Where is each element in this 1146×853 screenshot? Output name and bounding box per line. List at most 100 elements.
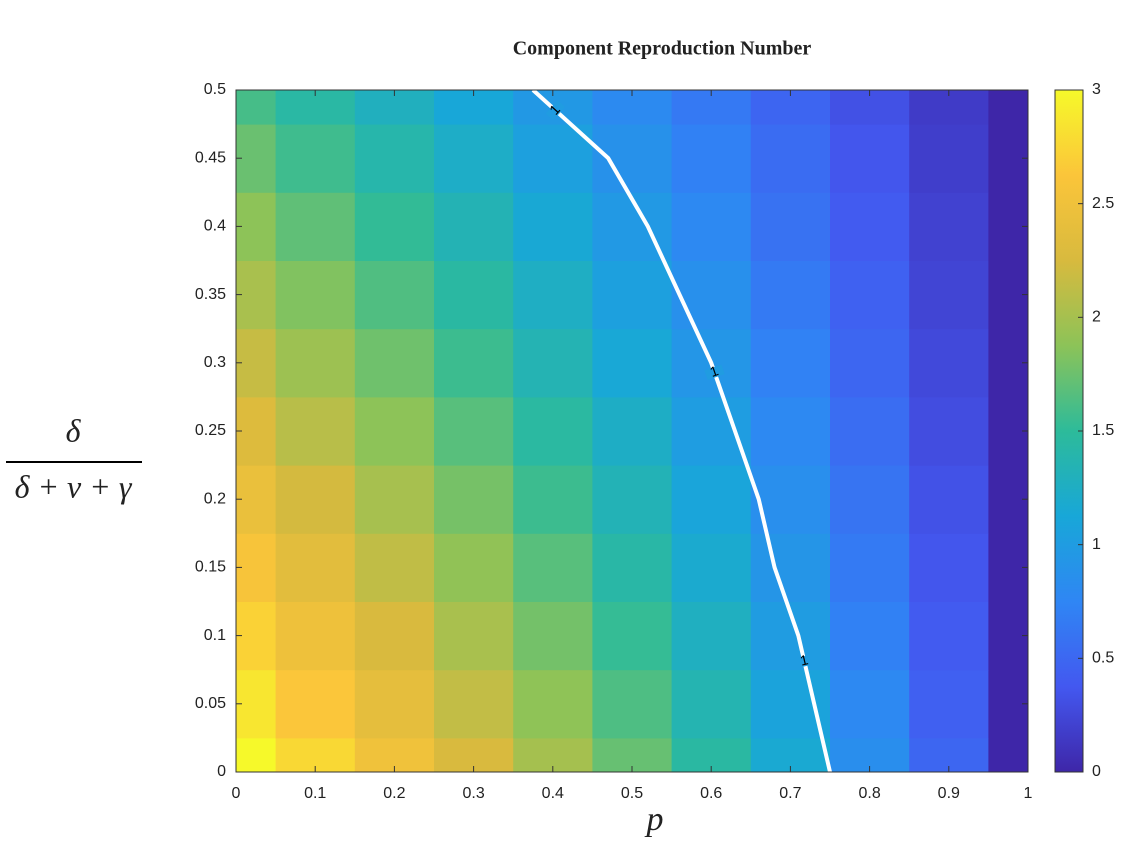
heatmap-cell <box>830 465 910 534</box>
heatmap-cell <box>830 669 910 739</box>
heatmap-cell <box>750 669 831 739</box>
x-tick-label: 0 <box>232 785 241 802</box>
heatmap-cell <box>592 533 673 602</box>
heatmap-cell <box>592 260 673 330</box>
colorbar-tick-label: 1 <box>1092 536 1101 553</box>
heatmap-cell <box>275 260 356 330</box>
heatmap-cell <box>434 465 514 534</box>
heatmap-cell <box>354 260 435 330</box>
y-tick-label: 0.35 <box>195 286 226 303</box>
y-tick-label: 0.25 <box>195 422 226 439</box>
y-tick-label: 0.15 <box>195 559 226 576</box>
heatmap-cell <box>750 192 831 261</box>
colorbar-tick-label: 3 <box>1092 81 1101 98</box>
heatmap-cell <box>988 533 1028 602</box>
heatmap-cell <box>275 601 356 671</box>
heatmap-cell <box>671 601 752 671</box>
y-tick-label: 0.2 <box>204 490 226 507</box>
colorbar-tick-label: 0.5 <box>1092 650 1114 667</box>
heatmap-cell <box>671 396 752 466</box>
contour-label-gap <box>545 100 566 121</box>
heatmap-cell <box>236 260 277 330</box>
heatmap-cell <box>671 465 752 534</box>
x-tick-label: 0.7 <box>779 785 801 802</box>
heatmap-cell <box>236 396 277 466</box>
heatmap-cell <box>988 396 1028 466</box>
heatmap-cell <box>236 737 277 772</box>
x-tick-label: 0.3 <box>462 785 484 802</box>
heatmap-cell <box>354 669 435 739</box>
heatmap-cell <box>354 533 435 602</box>
heatmap-cell <box>434 260 514 330</box>
heatmap-cell <box>434 601 514 671</box>
x-tick-label: 0.2 <box>383 785 405 802</box>
heatmap-cell <box>513 533 593 602</box>
heatmap-cell <box>354 601 435 671</box>
heatmap-cell <box>434 396 514 466</box>
heatmap-cell <box>236 124 277 193</box>
contour-label-gap <box>704 364 725 380</box>
y-tick-label: 0.5 <box>204 81 226 98</box>
heatmap-cell <box>988 737 1028 772</box>
x-tick-label: 0.5 <box>621 785 643 802</box>
heatmap-cell <box>988 192 1028 261</box>
heatmap-cell <box>236 192 277 261</box>
x-tick-label: 0.9 <box>938 785 960 802</box>
heatmap-cell <box>750 124 831 193</box>
heatmap-cell <box>750 328 831 398</box>
heatmap-cell <box>236 465 277 534</box>
heatmap-cell <box>830 601 910 671</box>
y-axis-label-numerator: δ <box>66 412 82 448</box>
heatmap-cell <box>354 124 435 193</box>
heatmap-cell <box>909 124 989 193</box>
heatmap-cell <box>275 669 356 739</box>
heatmap-cell <box>830 192 910 261</box>
heatmap-cell <box>830 328 910 398</box>
heatmap-cell <box>592 124 673 193</box>
heatmap-cell <box>275 465 356 534</box>
heatmap-cell <box>988 260 1028 330</box>
x-axis-label: p <box>645 801 664 838</box>
heatmap-cell <box>434 192 514 261</box>
colorbar-tick-label: 2.5 <box>1092 195 1114 212</box>
heatmap <box>236 90 1028 772</box>
heatmap-cell <box>275 124 356 193</box>
heatmap-cell <box>513 328 593 398</box>
heatmap-cell <box>909 192 989 261</box>
heatmap-cell <box>909 465 989 534</box>
heatmap-cell <box>750 396 831 466</box>
heatmap-cell <box>592 396 673 466</box>
heatmap-cell <box>830 260 910 330</box>
colorbar-tick-label: 0 <box>1092 763 1101 780</box>
heatmap-cell <box>671 192 752 261</box>
heatmap-cell <box>671 124 752 193</box>
chart-title: Component Reproduction Number <box>513 38 812 60</box>
colorbar-tick-label: 2 <box>1092 309 1101 326</box>
heatmap-cell <box>988 601 1028 671</box>
heatmap-cell <box>354 465 435 534</box>
x-tick-label: 0.4 <box>542 785 564 802</box>
heatmap-cell <box>988 90 1028 125</box>
x-tick-label: 0.8 <box>858 785 880 802</box>
heatmap-cell <box>988 124 1028 193</box>
y-tick-label: 0.3 <box>204 354 226 371</box>
heatmap-cell <box>236 90 277 125</box>
heatmap-cell <box>909 601 989 671</box>
heatmap-cell <box>275 396 356 466</box>
heatmap-cell <box>275 328 356 398</box>
heatmap-cell <box>671 533 752 602</box>
heatmap-cell <box>830 396 910 466</box>
heatmap-cell <box>434 124 514 193</box>
contour-label: 1 <box>798 651 809 668</box>
y-tick-label: 0.4 <box>204 218 226 235</box>
contour-label-gap <box>794 654 815 669</box>
heatmap-cell <box>988 669 1028 739</box>
heatmap-cell <box>592 328 673 398</box>
heatmap-cell <box>909 328 989 398</box>
heatmap-cell <box>592 465 673 534</box>
heatmap-cell <box>592 669 673 739</box>
heatmap-cell <box>434 533 514 602</box>
heatmap-cell <box>354 192 435 261</box>
y-tick-label: 0.1 <box>204 627 226 644</box>
heatmap-cell <box>909 396 989 466</box>
